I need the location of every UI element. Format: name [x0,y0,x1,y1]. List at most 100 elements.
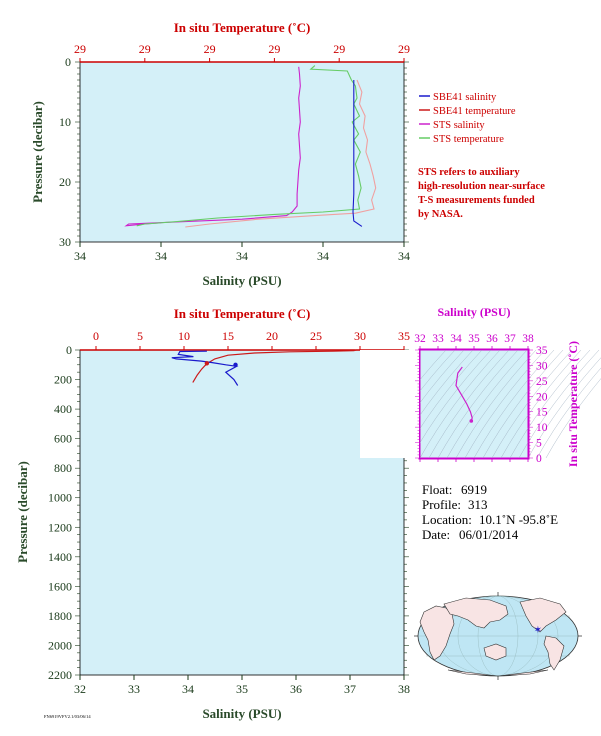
ts-sal-tick-label: 36 [486,333,498,345]
profile-marker-salinity [233,362,238,367]
profile-temp-tick-label: 35 [398,329,410,343]
profile-temp-tick-label: 25 [310,329,322,343]
profile-temp-tick-label: 10 [178,329,190,343]
ts-isopycnal [491,349,573,459]
top-series-group [124,65,377,228]
profile-pressure-tick-label: 200 [54,373,72,387]
legend-label: SBE41 salinity [433,92,497,103]
top-sal-tick-label: 34 [74,249,86,263]
note-line-4: by NASA. [418,209,463,220]
profile-sal-tick-label: 33 [128,682,140,696]
profile-temp-tick-label: 30 [354,329,366,343]
top-temp-tick-label: 29 [74,42,86,56]
sts-note: STS refers to auxiliary high-resolution … [418,167,545,220]
legend-label: STS temperature [433,134,504,145]
ts-diagram: 32 33 34 35 36 37 38 0 5 10 15 20 25 30 35 Salinity (… [360,305,601,467]
legend-label: STS salinity [433,120,485,131]
ts-isopycnal [446,349,528,459]
top-temp-tick-label: 29 [204,42,216,56]
ts-temp-tick-label: 15 [536,407,548,419]
ts-temp-tick-label: 5 [536,438,542,450]
ts-temp-tick-label: 0 [536,453,542,465]
note-line-3: T-S measurements funded [418,195,535,206]
land-north-america [519,597,567,633]
ts-mask-left [360,350,419,458]
date-label: Date: [422,527,450,542]
top-series-sts-salinity [124,66,301,227]
profile-sal-tick-label: 38 [398,682,410,696]
top-salinity-ticks: 34 34 34 34 34 [74,242,410,263]
profile-series-group [171,349,357,386]
profile-salinity-ticks: 32 33 34 35 36 37 38 [74,675,410,696]
top-temp-tick-label: 29 [139,42,151,56]
profile-pressure-tick-label: 800 [54,461,72,475]
profile-series-sbe41-salinity [171,350,239,386]
profile-salinity-axis-label: Salinity (PSU) [202,706,281,721]
profile-chart: 0 5 10 15 20 25 30 35 32 33 34 35 36 37 38 0 200 400 600… [15,306,410,721]
ts-salinity-ticks: 32 33 34 35 36 37 38 [414,333,534,462]
top-pressure-tick-label: 10 [59,115,71,129]
map-land [419,597,567,677]
ts-plot-area [419,349,529,459]
ts-series-line [455,366,473,422]
profile-pressure-tick-label: 1800 [48,609,72,623]
profile-label: Profile: [422,497,461,512]
top-pressure-axis-label: Pressure (decibar) [30,101,45,203]
map-axis-ticks [414,592,582,680]
float-info: Float: 6919 Profile: 313 Location: 10.1˚… [422,482,558,542]
ts-isopycnal [545,378,601,459]
ts-isopycnal [419,349,501,459]
top-temperature-ticks: 29 29 29 29 29 29 [74,42,410,62]
ts-temperature-axis-label: In situ Temperature (˚C) [566,341,580,467]
footer-id: FN6919VFV2.1/03/06/14 [44,714,91,719]
legend-label: SBE41 temperature [433,106,516,117]
profile-pressure-tick-label: 1200 [48,520,72,534]
location-value: 10.1˚N -95.8˚E [479,512,558,527]
ts-isopycnal [509,349,591,459]
float-label: Float: [422,482,452,497]
top-sal-tick-label: 34 [236,249,248,263]
ts-sal-tick-label: 33 [432,333,444,345]
profile-pressure-tick-label: 1400 [48,550,72,564]
top-temp-tick-label: 29 [398,42,410,56]
ts-series-group [455,366,474,423]
profile-pressure-tick-label: 2200 [48,668,72,682]
ts-isopycnal [527,357,601,459]
profile-plot-area [79,349,405,676]
float-location-marker: ✶ [534,625,542,636]
note-line-2: high-resolution near-surface [418,181,545,192]
top-temp-tick-label: 29 [333,42,345,56]
ts-sal-tick-label: 35 [468,333,480,345]
profile-temp-tick-label: 15 [222,329,234,343]
profile-temp-tick-label: 5 [137,329,143,343]
ts-temp-tick-label: 35 [536,345,548,357]
ts-sal-tick-label: 34 [450,333,462,345]
profile-marker-temperature [204,361,210,366]
top-pressure-tick-label: 30 [59,235,71,249]
profile-pressure-tick-label: 600 [54,432,72,446]
ts-salinity-axis-label: Salinity (PSU) [437,305,510,319]
top-temperature-axis-label: In situ Temperature (˚C) [174,20,311,35]
land-australia [483,643,507,661]
float-value: 6919 [461,482,487,497]
profile-pressure-axis-label: Pressure (decibar) [15,461,30,563]
top-pressure-ticks: 0 10 20 30 [59,55,409,249]
profile-temp-tick-label: 20 [266,329,278,343]
ts-isopycnal [518,349,600,459]
ts-isopycnal [500,349,582,459]
top-pressure-tick-label: 0 [65,55,71,69]
location-label: Location: [422,512,472,527]
ts-temp-tick-label: 10 [536,422,548,434]
profile-pressure-tick-label: 400 [54,402,72,416]
ts-isopycnal [437,349,519,459]
profile-sal-tick-label: 37 [344,682,356,696]
top-pressure-tick-label: 20 [59,175,71,189]
profile-pressure-tick-label: 1600 [48,579,72,593]
land-south-america [543,635,565,671]
profile-pressure-tick-label: 1000 [48,491,72,505]
world-map: ✶ [414,592,582,680]
date-value: 06/01/2014 [459,527,519,542]
ts-sal-tick-label: 37 [504,333,516,345]
top-salinity-axis-label: Salinity (PSU) [202,273,281,288]
ts-isopycnal [473,349,555,459]
